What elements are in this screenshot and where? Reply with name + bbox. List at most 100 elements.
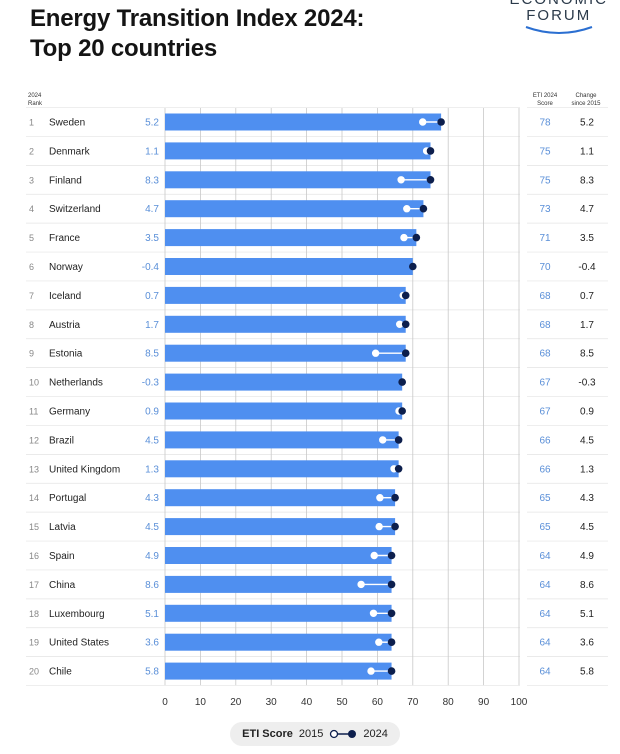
change-label: 8.5 [580, 349, 594, 360]
country-label: Iceland [49, 291, 81, 302]
score-2015-point [367, 667, 375, 675]
change-label: 1.7 [580, 320, 594, 331]
score-2024-point [398, 378, 406, 386]
score-2024-point [391, 493, 399, 502]
change-label: 4.5 [580, 522, 594, 533]
score-bar [165, 518, 396, 536]
country-label: Luxembourg [49, 609, 105, 620]
rank-label: 13 [29, 464, 39, 474]
score-2015-point [370, 551, 378, 560]
score-2024-point [394, 465, 403, 473]
rank-label: 8 [29, 320, 34, 330]
rank-label: 19 [29, 638, 39, 648]
rank-label: 2 [29, 146, 34, 156]
change-label: -0.3 [578, 378, 596, 389]
score-bar [165, 402, 403, 420]
score-2024-point [409, 262, 417, 271]
change-label: 5.8 [580, 667, 594, 678]
score-2024-point [437, 118, 445, 126]
score-bar [165, 547, 392, 564]
change-label: 4.7 [580, 204, 594, 215]
country-label: Denmark [49, 146, 91, 157]
country-label: Netherlands [49, 378, 103, 389]
score-bar [165, 171, 431, 189]
change-bar-label: 4.5 [145, 435, 159, 446]
score-2024-label: 64 [539, 580, 551, 591]
country-label: Norway [49, 262, 83, 273]
score-bar [165, 113, 442, 131]
legend: ETI Score 2015 2024 [230, 722, 400, 746]
change-label: 0.7 [580, 291, 594, 302]
rank-label: 11 [29, 407, 38, 417]
country-label: Estonia [49, 349, 83, 360]
score-2015-point [375, 638, 383, 646]
score-2024-label: 67 [539, 378, 551, 389]
country-label: United States [49, 638, 109, 649]
score-bar [165, 604, 392, 622]
score-2024-label: 68 [539, 349, 551, 360]
score-bar [165, 286, 406, 304]
score-2024-point [426, 147, 435, 155]
change-header-line-2: since 2015 [571, 101, 601, 107]
country-label: Latvia [49, 522, 76, 533]
country-label: Austria [49, 320, 81, 331]
score-2024-point [401, 320, 410, 329]
change-bar-label: 4.7 [145, 204, 159, 215]
score-2024-point [398, 407, 406, 415]
rank-header: 2024 Rank [28, 92, 42, 108]
score-bar [165, 633, 392, 651]
change-label: 4.9 [580, 551, 594, 562]
country-label: Chile [49, 667, 72, 678]
rank-label: 14 [29, 493, 39, 503]
score-2024-point [387, 609, 396, 618]
score-2024-point [394, 436, 403, 444]
change-bar-label: -0.4 [142, 262, 160, 273]
country-label: Portugal [49, 493, 86, 504]
change-bar-label: 3.6 [145, 638, 159, 649]
country-label: United Kingdom [49, 464, 120, 475]
change-label: 8.3 [580, 175, 594, 186]
score-2024-point [401, 349, 410, 358]
change-bar-label: 0.9 [145, 407, 159, 418]
chart-title: Energy Transition Index 2024: Top 20 cou… [30, 4, 365, 64]
score-2024-label: 64 [539, 551, 551, 562]
x-tick-label: 50 [336, 697, 348, 708]
rank-label: 1 [29, 118, 34, 128]
change-bar-label: 8.6 [145, 580, 159, 591]
rank-label: 12 [29, 435, 39, 445]
change-bar-label: 4.5 [145, 522, 159, 533]
legend-label-2024: 2024 [363, 728, 388, 740]
score-2015-point [400, 233, 408, 242]
legend-marker-icon [330, 729, 357, 739]
chart-title-line-2: Top 20 countries [30, 35, 218, 62]
rank-header-label: Rank [28, 101, 43, 107]
score-2024-label: 66 [539, 435, 551, 446]
score-2024-label: 73 [539, 204, 551, 215]
change-bar-label: 1.7 [145, 320, 159, 331]
country-label: Germany [49, 407, 90, 418]
score-header-line-2: Score [537, 101, 553, 107]
change-header-line-1: Change [575, 93, 597, 99]
country-label: Brazil [49, 435, 74, 446]
change-bar-label: 1.1 [145, 146, 159, 157]
score-2024-label: 68 [539, 291, 551, 302]
score-2024-label: 78 [539, 118, 551, 129]
change-bar-label: 4.9 [145, 551, 159, 562]
rank-label: 3 [29, 175, 34, 185]
score-2024-label: 65 [539, 522, 551, 533]
score-2015-point [376, 494, 384, 502]
x-tick-label: 90 [478, 697, 490, 708]
score-2024-point [426, 176, 435, 184]
score-2024-label: 66 [539, 464, 551, 475]
score-2024-point [391, 522, 399, 531]
x-tick-label: 100 [511, 697, 528, 708]
score-bar [165, 258, 413, 275]
score-2015-point [403, 204, 411, 213]
wef-logo: ECONOMIC FORUM [510, 0, 609, 35]
rank-label: 9 [29, 349, 34, 359]
x-tick-label: 30 [266, 697, 278, 708]
change-label: 1.1 [580, 146, 594, 157]
rank-label: 7 [29, 291, 34, 301]
score-2024-label: 65 [539, 493, 551, 504]
x-tick-label: 0 [162, 697, 168, 708]
